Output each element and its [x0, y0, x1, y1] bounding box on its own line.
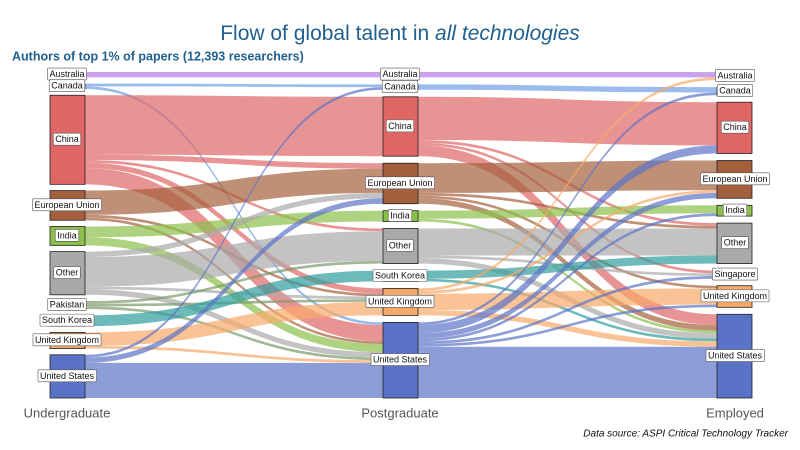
title-emphasis: all technologies	[435, 22, 580, 45]
node-label: United States	[40, 371, 95, 381]
node-label: South Korea	[375, 270, 425, 280]
node-label: India	[390, 210, 410, 220]
label-box	[48, 79, 86, 92]
flow-link	[418, 160, 717, 193]
flow-link	[85, 72, 383, 78]
stage-label: Undergraduate	[24, 405, 111, 420]
label-box	[385, 119, 415, 133]
node-label: Other	[56, 268, 79, 278]
node-label: Other	[389, 240, 412, 250]
flow-link	[85, 231, 383, 287]
label-box	[365, 176, 435, 190]
label-box	[381, 80, 419, 93]
label-box	[712, 267, 758, 281]
node-label: China	[388, 121, 412, 131]
label-box	[705, 349, 765, 362]
label-box	[53, 266, 81, 279]
flow-link	[85, 306, 383, 361]
label-box	[386, 239, 414, 252]
label-box	[372, 269, 428, 282]
node-label: South Korea	[42, 315, 92, 325]
flow-link	[418, 92, 717, 326]
subtitle: Authors of top 1% of papers (12,393 rese…	[12, 49, 304, 63]
label-box	[365, 294, 435, 308]
node-label: United Kingdom	[35, 335, 99, 345]
node-label: Australia	[717, 70, 752, 80]
label-box	[380, 67, 420, 81]
flow-link	[85, 192, 383, 258]
flow-link	[85, 301, 383, 346]
stage-label: Postgraduate	[361, 405, 438, 420]
node-label: India	[57, 230, 77, 240]
flow-link	[85, 270, 383, 327]
flow-link	[85, 362, 383, 398]
source-note: Data source: ASPI Critical Technology Tr…	[583, 429, 788, 440]
node-label: European Union	[702, 174, 767, 184]
flow-link	[85, 168, 383, 215]
flow-link	[418, 288, 717, 310]
node-label: United Kingdom	[368, 296, 432, 306]
title-text: Flow of global talent in	[220, 22, 429, 45]
label-box	[721, 236, 749, 250]
label-box	[39, 313, 95, 327]
chart-title: Flow of global talent in all technologie…	[220, 22, 580, 45]
node-label: Pakistan	[50, 299, 85, 309]
node-label: European Union	[34, 200, 99, 210]
node-label: Singapore	[714, 269, 755, 279]
flow-link	[85, 83, 383, 88]
label-box	[722, 203, 748, 217]
flow-link	[418, 145, 717, 334]
flow-link	[85, 87, 383, 358]
node-label: Canada	[719, 86, 751, 96]
node-label: United States	[708, 351, 763, 361]
flow-link	[418, 192, 717, 339]
label-box	[32, 333, 102, 347]
label-box	[47, 298, 87, 311]
node-label: Australia	[382, 69, 417, 79]
flow-link	[85, 154, 383, 169]
node-label: United Kingdom	[703, 291, 767, 301]
label-box	[715, 69, 755, 82]
label-box	[54, 229, 80, 242]
stage-label: Employed	[706, 405, 764, 420]
node-label: India	[725, 205, 745, 215]
flow-link	[418, 72, 717, 78]
nodes: Australia Canada China European Union India O…	[32, 67, 770, 399]
label-box	[37, 369, 97, 383]
node-label: Canada	[384, 81, 416, 91]
label-box	[716, 84, 754, 97]
flow-link	[85, 286, 383, 300]
node-label: Canada	[51, 81, 83, 91]
label-box	[700, 289, 770, 303]
flow-link	[418, 96, 717, 146]
label-box	[700, 172, 770, 186]
node-label: China	[723, 122, 747, 132]
flow-link	[418, 304, 717, 347]
label-box	[387, 209, 413, 222]
node-label: Australia	[49, 69, 84, 79]
flow-link	[85, 198, 383, 363]
node-label: European Union	[367, 178, 432, 188]
node-label: Other	[724, 238, 747, 248]
flow-link	[418, 310, 717, 347]
flow-link	[85, 345, 383, 363]
node-label: United States	[373, 355, 428, 365]
flow-link	[85, 86, 383, 326]
links	[85, 72, 717, 398]
label-box	[52, 132, 82, 146]
label-box	[370, 353, 430, 366]
label-box	[720, 120, 750, 134]
flow-link	[418, 276, 717, 344]
flow-link	[418, 346, 717, 398]
flow-link	[418, 77, 717, 292]
flow-link	[418, 213, 717, 342]
flow-link	[85, 95, 383, 157]
label-box	[32, 198, 102, 212]
node-label: China	[55, 134, 79, 144]
flow-link	[418, 84, 717, 93]
